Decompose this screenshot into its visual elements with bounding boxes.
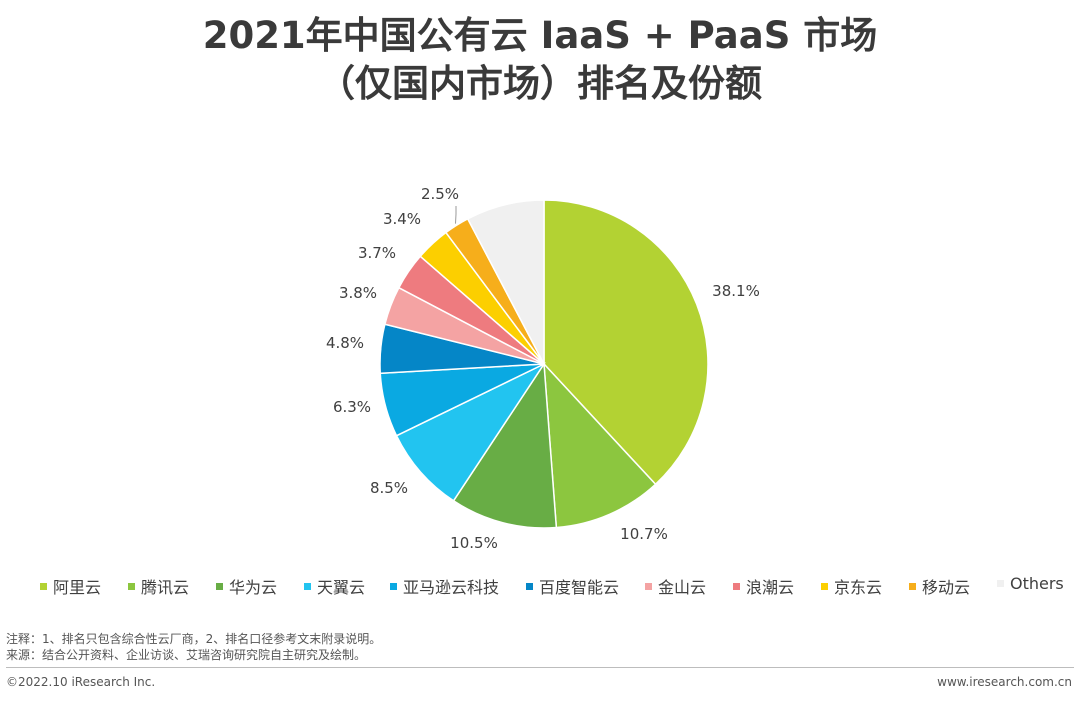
pie-data-label: 4.8% bbox=[326, 334, 364, 352]
chart-legend: 阿里云 腾讯云 华为云 天翼云 亚马逊云科技 百度智能云 金山云 浪潮云 京东云 移动云 Other… bbox=[40, 574, 1080, 598]
pie-slice-2 bbox=[543, 361, 657, 529]
legend-swatch bbox=[909, 582, 916, 590]
pie-slices bbox=[379, 199, 709, 529]
legend-swatch bbox=[645, 582, 652, 590]
legend-label: 腾讯云 bbox=[141, 578, 190, 597]
legend-item: 华为云 bbox=[216, 574, 277, 598]
pie-slice-1 bbox=[543, 199, 709, 486]
chart-note: 注释：1、排名只包含综合性云厂商，2、排名口径参考文末附录说明。 bbox=[6, 632, 382, 646]
pie-data-label: 3.8% bbox=[339, 284, 377, 302]
legend-swatch bbox=[40, 582, 47, 590]
legend-item: 百度智能云 bbox=[526, 574, 619, 598]
pie-slice-4 bbox=[395, 362, 547, 502]
legend-label: 华为云 bbox=[229, 578, 278, 597]
pie-data-label: 38.1% bbox=[712, 282, 760, 300]
legend-swatch bbox=[526, 582, 533, 590]
legend-item: 移动云 bbox=[909, 574, 970, 598]
pie-data-label: 10.5% bbox=[450, 534, 498, 552]
pie-chart: 38.1% 10.7% 10.5% 8.5% 6.3% 4.8% 3.8% 3.7% 3.4%2… bbox=[326, 185, 760, 552]
legend-label: 移动云 bbox=[922, 578, 971, 597]
pie-data-label: 3.4% bbox=[383, 210, 421, 228]
legend-label: 天翼云 bbox=[317, 578, 366, 597]
legend-item: 阿里云 bbox=[40, 574, 101, 598]
legend-swatch bbox=[997, 580, 1004, 587]
legend-label: 浪潮云 bbox=[746, 578, 795, 597]
legend-label: 百度智能云 bbox=[539, 578, 620, 597]
pie-slice-3 bbox=[452, 361, 558, 529]
legend-swatch bbox=[733, 582, 740, 590]
legend-swatch bbox=[128, 582, 135, 590]
pie-leader-line bbox=[455, 206, 457, 224]
legend-item: 京东云 bbox=[821, 574, 882, 598]
footer-copyright: ©2022.10 iResearch Inc. bbox=[6, 675, 156, 689]
legend-item: 金山云 bbox=[645, 574, 706, 598]
footer-divider bbox=[6, 667, 1074, 668]
chart-title-line1: 2021年中国公有云 IaaS + PaaS 市场 bbox=[202, 14, 878, 57]
pie-slice-11 bbox=[466, 199, 545, 365]
legend-item: 浪潮云 bbox=[733, 574, 794, 598]
legend-swatch bbox=[390, 582, 397, 590]
chart-source: 来源：结合公开资料、企业访谈、艾瑞咨询研究院自主研究及绘制。 bbox=[6, 648, 367, 662]
legend-swatch bbox=[304, 582, 311, 590]
chart-title-line2: （仅国内市场）排名及份额 bbox=[318, 62, 762, 105]
chart-title: 2021年中国公有云 IaaS + PaaS 市场 （仅国内市场）排名及份额 bbox=[0, 12, 1080, 108]
legend-swatch bbox=[216, 582, 223, 590]
pie-data-label: 6.3% bbox=[333, 398, 371, 416]
pie-data-label: 10.7% bbox=[620, 525, 668, 543]
legend-swatch bbox=[821, 582, 828, 590]
legend-label: 阿里云 bbox=[53, 578, 102, 597]
legend-label: 京东云 bbox=[834, 578, 883, 597]
pie-data-label: 3.7% bbox=[358, 244, 396, 262]
legend-label: Others bbox=[1010, 574, 1064, 593]
legend-item: 腾讯云 bbox=[128, 574, 189, 598]
legend-label: 亚马逊云科技 bbox=[403, 578, 500, 597]
pie-data-label: 8.5% bbox=[370, 479, 408, 497]
legend-item: Others bbox=[997, 574, 1064, 593]
footer-website: www.iresearch.com.cn bbox=[937, 675, 1072, 689]
pie-leader-lines bbox=[455, 206, 457, 224]
legend-item: 亚马逊云科技 bbox=[390, 574, 499, 598]
legend-item: 天翼云 bbox=[304, 574, 365, 598]
pie-data-labels: 38.1% 10.7% 10.5% 8.5% 6.3% 4.8% 3.8% 3.7% 3.4%2… bbox=[326, 185, 760, 552]
pie-data-label: 2.5% bbox=[421, 185, 459, 203]
legend-label: 金山云 bbox=[658, 578, 707, 597]
